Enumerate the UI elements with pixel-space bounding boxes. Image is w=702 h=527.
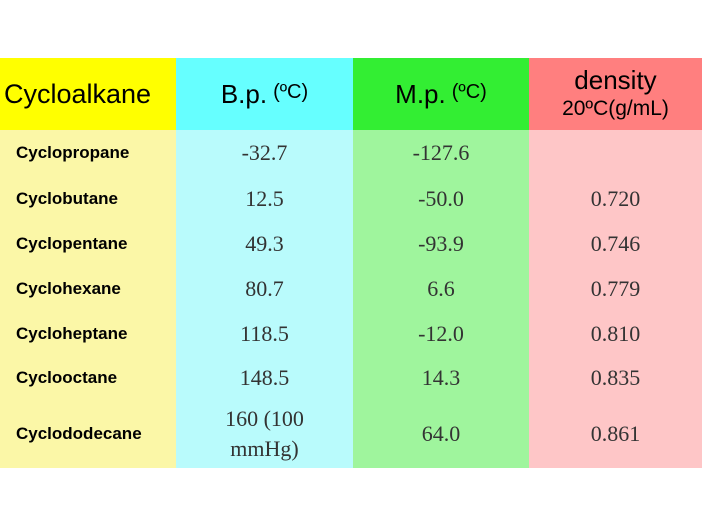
cycloalkane-properties-table: Cycloalkane B.p. (ºC) M.p. (ºC) density … — [0, 58, 702, 468]
header-boiling-point: B.p. (ºC) — [176, 58, 353, 130]
row-name: Cyclopropane — [0, 130, 176, 176]
row-mp: 6.6 — [353, 266, 529, 311]
row-density: 0.720 — [529, 176, 702, 221]
row-density: 0.861 — [529, 400, 702, 468]
row-name: Cycloheptane — [0, 311, 176, 356]
row-density: 0.746 — [529, 221, 702, 266]
header-density: density 20ºC(g/mL) — [529, 58, 702, 130]
row-bp: 49.3 — [176, 221, 353, 266]
row-bp: 12.5 — [176, 176, 353, 221]
row-name: Cyclohexane — [0, 266, 176, 311]
header-cycloalkane: Cycloalkane — [0, 58, 176, 130]
row-bp: 148.5 — [176, 356, 353, 400]
header-mp-label: M.p. — [395, 78, 446, 109]
row-bp: 80.7 — [176, 266, 353, 311]
row-name: Cyclobutane — [0, 176, 176, 221]
row-mp: 14.3 — [353, 356, 529, 400]
row-bp-line1: 160 (100 — [225, 406, 304, 431]
header-mp-unit: (ºC) — [451, 80, 487, 103]
row-density — [529, 130, 702, 176]
header-bp-unit: (ºC) — [273, 80, 309, 103]
row-bp: -32.7 — [176, 130, 353, 176]
row-name: Cyclooctane — [0, 356, 176, 400]
row-density: 0.810 — [529, 311, 702, 356]
row-bp-line2: mmHg) — [230, 436, 299, 461]
row-name: Cyclododecane — [0, 400, 176, 468]
row-density: 0.779 — [529, 266, 702, 311]
header-bp-label: B.p. — [220, 78, 268, 109]
row-mp: 64.0 — [353, 400, 529, 468]
row-bp: 118.5 — [176, 311, 353, 356]
header-density-unit: 20ºC(g/mL) — [562, 97, 669, 120]
row-mp: -127.6 — [353, 130, 529, 176]
row-mp: -50.0 — [353, 176, 529, 221]
row-density: 0.835 — [529, 356, 702, 400]
row-bp: 160 (100 mmHg) — [176, 400, 353, 468]
row-name: Cyclopentane — [0, 221, 176, 266]
row-mp: -93.9 — [353, 221, 529, 266]
header-melting-point: M.p. (ºC) — [353, 58, 529, 130]
header-density-label: density — [574, 65, 657, 95]
row-mp: -12.0 — [353, 311, 529, 356]
